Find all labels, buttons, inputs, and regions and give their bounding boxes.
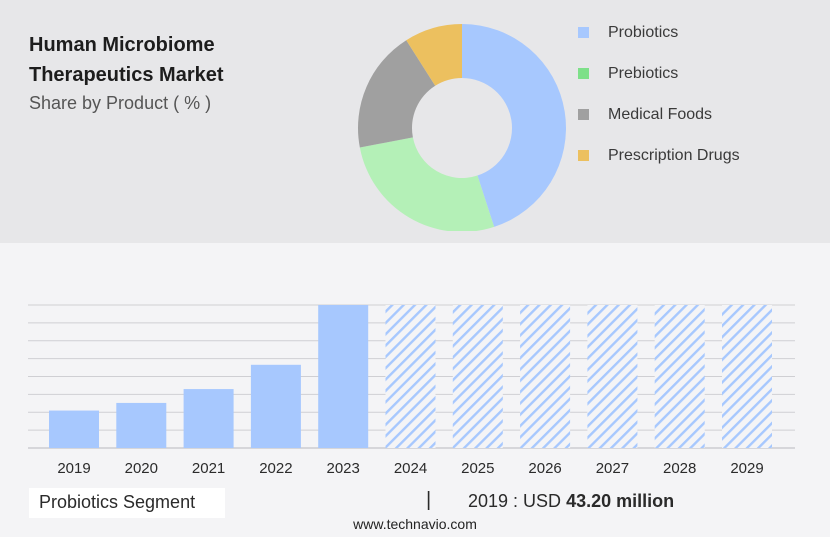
forecast-bar-2024 bbox=[385, 305, 436, 448]
chart-subtitle: Share by Product ( % ) bbox=[29, 93, 212, 113]
x-tick-label-2022: 2022 bbox=[259, 460, 292, 477]
legend-item-prescription-drugs: Prescription Drugs bbox=[578, 135, 740, 176]
donut-slice-prebiotics bbox=[359, 137, 495, 231]
x-tick-label-2028: 2028 bbox=[663, 460, 696, 477]
footer-value-prefix: 2019 : USD bbox=[468, 491, 567, 511]
forecast-bar-2027 bbox=[587, 305, 638, 448]
forecast-bar-2026 bbox=[520, 305, 571, 448]
footer-value-highlight: 43.20 million bbox=[566, 491, 675, 511]
x-tick-label-2029: 2029 bbox=[730, 460, 763, 477]
segment-label: Probiotics Segment bbox=[39, 492, 196, 512]
forecast-bar-2029 bbox=[722, 305, 772, 448]
legend-swatch-probiotics bbox=[578, 27, 589, 38]
x-tick-label-2025: 2025 bbox=[461, 460, 494, 477]
legend-item-medical-foods: Medical Foods bbox=[578, 94, 740, 135]
bar-chart: 2019 2020 2021 2022 2023 2024 2025 2026 2027 2028… bbox=[28, 304, 795, 477]
segment-label-box: Probiotics Segment bbox=[29, 488, 225, 518]
forecast-bar-2025 bbox=[452, 305, 503, 448]
legend-swatch-prebiotics bbox=[578, 68, 589, 79]
legend-label-probiotics: Probiotics bbox=[608, 23, 679, 41]
legend-item-probiotics: Probiotics bbox=[578, 12, 740, 53]
bar-2019 bbox=[49, 410, 99, 448]
x-tick-label-2021: 2021 bbox=[192, 460, 225, 477]
donut-slice-prescription-drugs bbox=[406, 24, 462, 86]
x-tick-label-2019: 2019 bbox=[57, 460, 90, 477]
legend-label-medical-foods: Medical Foods bbox=[608, 105, 713, 123]
x-tick-label-2023: 2023 bbox=[327, 460, 360, 477]
x-tick-label-2026: 2026 bbox=[528, 460, 561, 477]
bar-2023 bbox=[318, 305, 369, 448]
footer-value: 2019 : USD 43.20 million bbox=[468, 491, 674, 512]
legend-swatch-medical-foods bbox=[578, 109, 589, 120]
donut-chart bbox=[358, 24, 566, 231]
donut-slice-medical-foods bbox=[358, 40, 436, 148]
x-tick-label-2024: 2024 bbox=[394, 460, 427, 477]
source-url: www.technavio.com bbox=[353, 516, 477, 532]
forecast-bar-2028 bbox=[654, 305, 705, 448]
legend-item-prebiotics: Prebiotics bbox=[578, 53, 740, 94]
bar-2020 bbox=[116, 402, 167, 448]
x-tick-label-2027: 2027 bbox=[596, 460, 629, 477]
legend-label-prescription-drugs: Prescription Drugs bbox=[608, 146, 740, 164]
footer-divider: | bbox=[426, 489, 432, 511]
donut-slice-probiotics bbox=[462, 24, 566, 227]
bar-2021 bbox=[183, 389, 234, 448]
legend-swatch-prescription-drugs bbox=[578, 150, 589, 161]
bar-2022 bbox=[250, 364, 301, 448]
chart-title: Human Microbiome Therapeutics Market bbox=[29, 34, 224, 86]
legend-label-prebiotics: Prebiotics bbox=[608, 64, 679, 82]
x-tick-label-2020: 2020 bbox=[125, 460, 158, 477]
legend: Probiotics Prebiotics Medical Foods Pres… bbox=[578, 12, 740, 176]
